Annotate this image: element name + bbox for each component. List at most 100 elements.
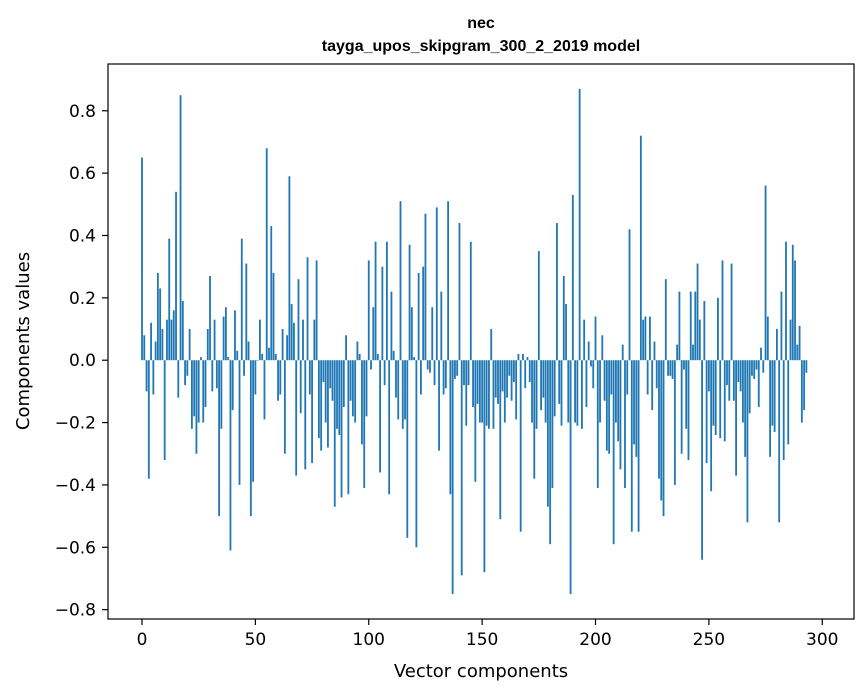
- bar: [685, 360, 688, 429]
- bar: [653, 341, 656, 361]
- bar: [540, 360, 542, 411]
- bar: [463, 360, 465, 386]
- bar: [703, 300, 706, 361]
- bar: [399, 201, 402, 361]
- bar: [324, 360, 327, 423]
- bar: [304, 360, 307, 470]
- bar: [141, 157, 143, 361]
- bar: [483, 360, 486, 573]
- bar: [732, 360, 735, 401]
- bar: [667, 360, 669, 376]
- bar: [152, 360, 155, 395]
- chart-subtitle: tayga_upos_skipgram_300_2_2019 model: [322, 38, 640, 55]
- bar: [331, 360, 334, 401]
- y-tick-label: −0.8: [55, 601, 96, 621]
- bar: [553, 360, 556, 417]
- bar: [705, 360, 708, 464]
- bar: [404, 360, 406, 420]
- bar: [147, 360, 150, 479]
- bar: [283, 360, 286, 454]
- bar: [655, 360, 658, 389]
- bar: [730, 263, 733, 361]
- x-tick-label: 250: [693, 630, 725, 650]
- bar: [687, 360, 690, 460]
- bar: [569, 360, 572, 595]
- bar: [760, 347, 762, 361]
- bar: [422, 266, 425, 361]
- bar: [474, 360, 477, 482]
- bar: [379, 360, 381, 473]
- bar: [259, 319, 261, 361]
- bar: [351, 360, 354, 417]
- bar: [256, 360, 259, 361]
- bar: [415, 360, 418, 548]
- bar: [408, 244, 411, 361]
- bar: [420, 360, 422, 395]
- bar: [626, 360, 629, 395]
- bar: [787, 360, 790, 445]
- bar: [605, 360, 608, 451]
- bar: [268, 347, 270, 361]
- x-tick-label: 0: [137, 630, 148, 650]
- bar: [603, 360, 606, 401]
- bar: [254, 360, 257, 395]
- bar: [542, 360, 545, 398]
- bar: [773, 360, 776, 432]
- bar: [478, 360, 481, 423]
- bar: [599, 360, 601, 423]
- bar: [177, 360, 180, 398]
- bar: [302, 319, 304, 361]
- bar: [621, 344, 624, 361]
- bar: [710, 360, 713, 492]
- bar: [791, 244, 794, 361]
- bar: [163, 360, 166, 460]
- bar: [488, 360, 490, 429]
- bar: [662, 360, 665, 517]
- y-tick-label: 0.4: [69, 226, 96, 246]
- bar: [658, 360, 660, 479]
- bar: [204, 360, 207, 407]
- bar: [388, 360, 391, 495]
- bar: [156, 272, 159, 361]
- bar: [392, 350, 395, 361]
- bar: [274, 353, 277, 361]
- bar: [181, 300, 184, 361]
- bar: [363, 360, 366, 489]
- bar: [737, 360, 740, 383]
- bar: [361, 360, 363, 445]
- bar: [322, 360, 325, 383]
- bar: [649, 316, 651, 361]
- bar: [295, 360, 298, 476]
- bar: [510, 360, 513, 401]
- bar: [689, 291, 692, 361]
- bar: [252, 360, 255, 482]
- bar: [508, 360, 511, 376]
- bar: [308, 360, 311, 395]
- y-tick-label: 0.2: [69, 289, 96, 309]
- bar: [512, 360, 515, 383]
- bar: [231, 360, 234, 411]
- bar: [776, 329, 778, 361]
- bar: [170, 319, 173, 361]
- bar: [168, 238, 171, 361]
- bar: [288, 176, 291, 361]
- bar: [587, 341, 590, 361]
- bar: [544, 360, 547, 423]
- bar: [782, 360, 785, 460]
- bar: [317, 360, 320, 439]
- bar: [385, 241, 388, 361]
- bar: [236, 350, 239, 361]
- bar: [494, 360, 497, 398]
- bar: [320, 360, 323, 451]
- bar: [676, 344, 679, 361]
- bar: [590, 360, 592, 367]
- bar: [395, 360, 397, 398]
- bar: [497, 360, 499, 404]
- bar: [413, 357, 416, 361]
- bar: [671, 360, 674, 379]
- bar: [506, 360, 508, 398]
- bar: [785, 241, 787, 361]
- bar: [179, 95, 182, 361]
- bar: [197, 360, 200, 423]
- bar: [349, 360, 352, 401]
